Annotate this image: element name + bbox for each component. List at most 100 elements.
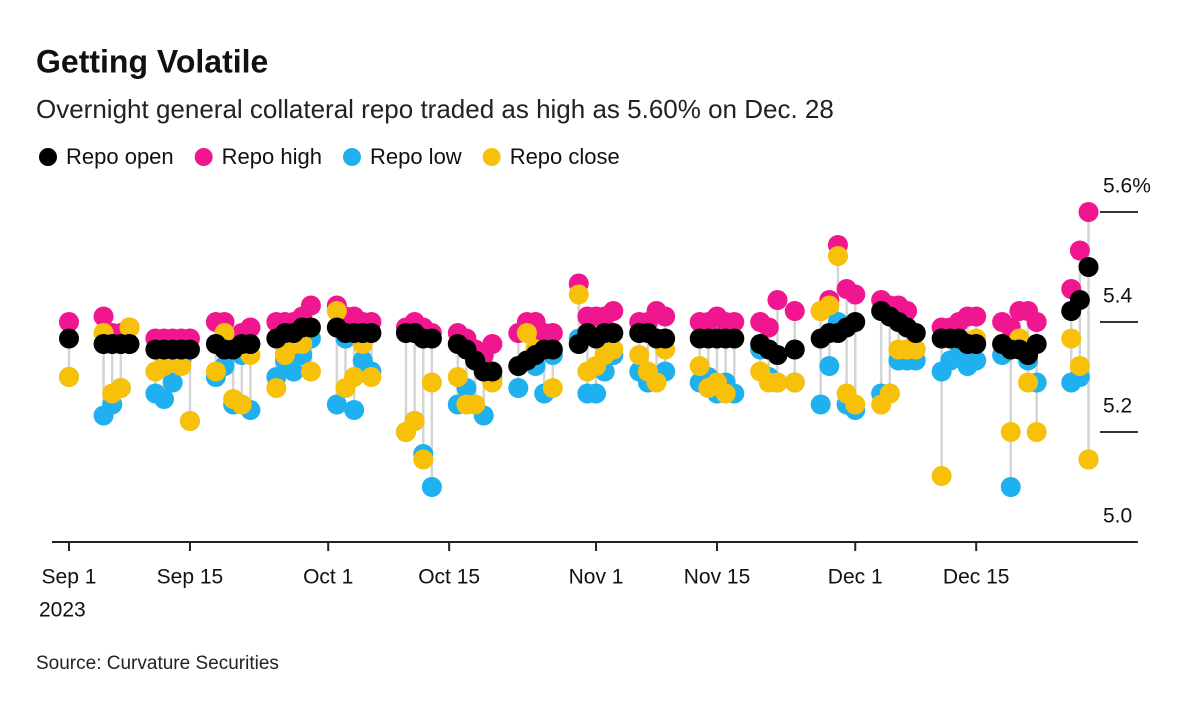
- dot: [845, 284, 866, 305]
- dot: [603, 339, 624, 360]
- dot: [154, 389, 175, 409]
- dot: [689, 356, 710, 376]
- dot: [879, 383, 900, 404]
- dot: [931, 466, 952, 486]
- x-tick-label: Oct 1: [303, 566, 353, 589]
- dot: [326, 394, 347, 415]
- dot: [819, 356, 840, 376]
- dot: [344, 400, 365, 420]
- dot: [300, 295, 321, 316]
- dot: [59, 312, 79, 332]
- dot: [171, 356, 192, 376]
- legend-label: Repo open: [66, 144, 174, 169]
- dot: [1078, 202, 1099, 222]
- dot: [758, 317, 779, 338]
- dot: [154, 356, 175, 376]
- dot: [110, 378, 131, 398]
- dot: [119, 317, 140, 338]
- dot: [1078, 449, 1099, 470]
- y-tick-label: 5.0: [1103, 505, 1132, 528]
- dot: [655, 306, 676, 327]
- dot: [966, 306, 987, 327]
- dot: [1026, 422, 1047, 442]
- dot: [1000, 477, 1021, 497]
- dot: [845, 312, 866, 332]
- dot: [361, 323, 382, 343]
- dot: [240, 334, 261, 354]
- x-year-label: 2023: [39, 599, 86, 622]
- dot: [266, 378, 287, 398]
- dot: [1026, 334, 1047, 354]
- source: Source: Curvature Securities: [36, 653, 279, 674]
- dot: [827, 246, 848, 266]
- dot: [231, 394, 252, 415]
- dot: [162, 372, 183, 393]
- y-tick-label: 5.4: [1103, 285, 1133, 308]
- dot: [767, 290, 788, 310]
- dot: [465, 394, 486, 415]
- dot: [361, 367, 382, 387]
- dot: [93, 306, 114, 327]
- dot: [404, 411, 425, 431]
- dot: [784, 339, 805, 360]
- dot: [413, 449, 434, 470]
- legend-marker: [482, 148, 501, 166]
- legend-marker: [342, 148, 361, 166]
- legend-marker: [39, 148, 57, 166]
- dot: [646, 372, 667, 393]
- dot: [724, 328, 745, 349]
- dot: [767, 345, 788, 365]
- dot: [482, 334, 503, 354]
- x-tick-label: Dec 15: [943, 566, 1010, 589]
- x-tick-label: Sep 1: [42, 566, 97, 589]
- legend-label: Repo high: [222, 144, 322, 169]
- dot: [1069, 290, 1090, 310]
- dot: [966, 334, 987, 354]
- dot: [1026, 312, 1047, 332]
- dot: [1078, 257, 1099, 277]
- x-tick-label: Dec 1: [828, 566, 883, 589]
- x-tick-label: Oct 15: [418, 566, 480, 589]
- y-tick-label: 5.2: [1103, 395, 1132, 418]
- dot: [715, 383, 736, 404]
- dot: [905, 339, 926, 360]
- dot: [629, 345, 650, 365]
- legend-label: Repo close: [510, 144, 620, 169]
- dot: [542, 323, 563, 343]
- dot: [1018, 372, 1039, 393]
- dot: [1069, 240, 1090, 261]
- x-tick-label: Sep 15: [157, 566, 224, 589]
- dot: [542, 378, 563, 398]
- dot: [845, 394, 866, 415]
- dot: [326, 301, 347, 321]
- dot: [603, 323, 624, 343]
- dot: [655, 328, 676, 349]
- dot: [724, 312, 745, 332]
- dot: [603, 301, 624, 321]
- dot: [1069, 356, 1090, 376]
- x-tick-label: Nov 1: [569, 566, 624, 589]
- dot: [516, 323, 537, 343]
- legend-label: Repo low: [370, 144, 462, 169]
- dot: [300, 317, 321, 338]
- dot: [421, 477, 442, 497]
- dot: [784, 372, 805, 393]
- dot: [240, 317, 261, 338]
- dot: [767, 372, 788, 393]
- dot: [421, 328, 442, 349]
- dot: [447, 367, 468, 387]
- dot: [1000, 422, 1021, 442]
- dot: [508, 378, 529, 398]
- y-tick-label: 5.6%: [1103, 175, 1151, 198]
- dot: [179, 339, 200, 360]
- dot: [300, 361, 321, 382]
- x-tick-label: Nov 15: [684, 566, 751, 589]
- legend-marker: [194, 148, 213, 166]
- dot: [59, 328, 79, 349]
- dot: [568, 284, 589, 305]
- dot: [179, 411, 200, 431]
- dot: [784, 301, 805, 321]
- dot: [810, 394, 831, 415]
- dot: [59, 367, 79, 387]
